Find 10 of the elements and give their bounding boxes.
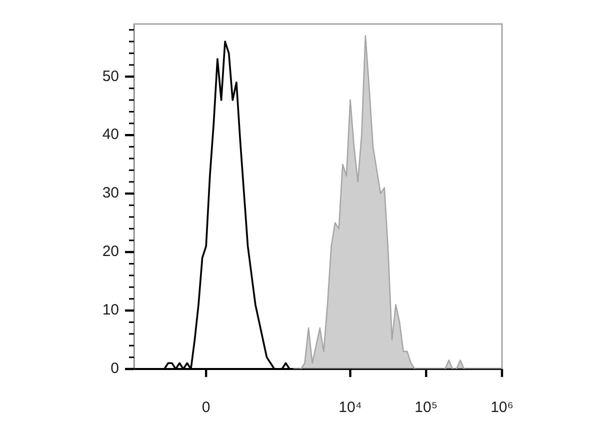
y-tick-label: 40 xyxy=(102,126,119,144)
y-tick-label: 30 xyxy=(102,184,119,202)
y-tick-label: 0 xyxy=(110,360,119,378)
x-tick-label: 0 xyxy=(202,399,210,416)
y-tick-label: 20 xyxy=(102,243,119,260)
y-tick-label: 50 xyxy=(102,68,119,85)
x-tick-label: 10⁴ xyxy=(338,399,362,416)
x-tick-label: 10⁵ xyxy=(414,399,438,416)
y-tick-label: 10 xyxy=(102,302,119,319)
x-tick-label: 10⁶ xyxy=(490,399,514,416)
